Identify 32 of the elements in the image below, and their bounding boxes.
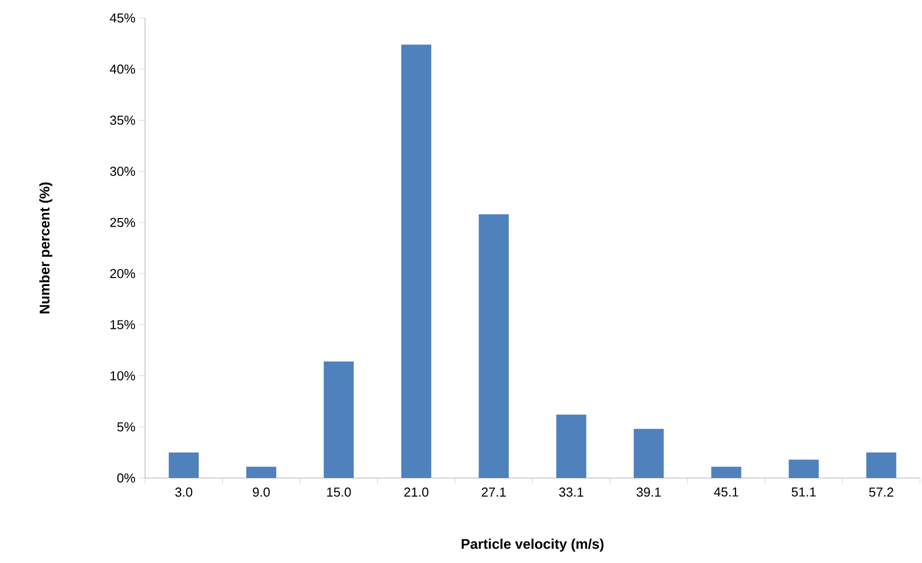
x-tick-label: 51.1 xyxy=(792,488,816,497)
bar xyxy=(711,466,742,478)
x-tick-label: 27.1 xyxy=(482,488,506,497)
bar xyxy=(788,460,819,478)
x-tick-label: 9.0 xyxy=(252,488,270,497)
y-tick-label: 25% xyxy=(110,218,136,228)
x-tick-label: 57.2 xyxy=(869,488,894,497)
y-tick-label: 35% xyxy=(110,116,136,125)
x-tick-label: 15.0 xyxy=(327,488,351,497)
y-tick-label: 40% xyxy=(110,64,136,74)
y-tick-label: 30% xyxy=(110,166,136,176)
y-tick-label: 0% xyxy=(117,473,136,483)
bar xyxy=(324,361,354,478)
bar xyxy=(246,466,276,478)
bar xyxy=(401,44,432,478)
x-tick-label: 21.0 xyxy=(404,488,428,497)
bar xyxy=(556,414,586,478)
bar xyxy=(168,452,199,478)
bar xyxy=(866,452,896,478)
bar xyxy=(634,428,664,478)
y-tick-label: 45% xyxy=(110,13,136,23)
y-tick-label: 15% xyxy=(110,320,136,330)
x-tick-label: 39.1 xyxy=(636,488,661,497)
y-tick-label: 5% xyxy=(117,422,136,432)
x-tick-label: 3.0 xyxy=(175,488,192,497)
x-tick-label: 33.1 xyxy=(559,488,584,497)
bar xyxy=(478,214,509,478)
x-axis-title: Particle velocity (m/s) xyxy=(462,538,604,552)
y-tick-label: 20% xyxy=(110,268,136,278)
y-tick-label: 10% xyxy=(110,371,136,380)
x-tick-label: 45.1 xyxy=(714,488,738,497)
y-axis-title: Number percent (%) xyxy=(39,182,52,314)
